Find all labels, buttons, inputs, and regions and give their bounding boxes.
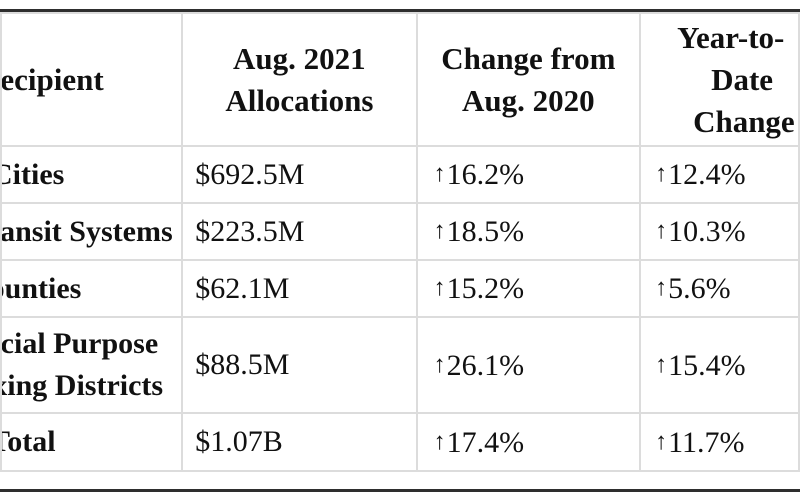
recipient-label-line-2: Taxing Districts	[3, 369, 164, 402]
up-arrow-icon: ↑	[433, 275, 446, 301]
header-ytd-line-2: Date	[711, 61, 774, 97]
recipient-cell: Counties	[0, 259, 184, 318]
ytd-value: 10.3%	[668, 215, 746, 248]
ytd-cell: ↑10.3%	[639, 202, 800, 261]
ytd-cell: ↑12.4%	[639, 145, 800, 204]
header-aug-2021: Aug. 2021 Allocations	[181, 12, 418, 147]
allocations-table: Recipient Aug. 2021 Allocations Change f…	[0, 12, 800, 472]
recipient-cell: Total	[0, 412, 184, 472]
ytd-cell: ↑11.7%	[639, 412, 800, 472]
change-value: 16.2%	[446, 158, 525, 191]
recipient-cell: Special Purpose Taxing Districts	[0, 316, 184, 414]
change-cell: ↑15.2%	[415, 259, 642, 318]
up-arrow-icon: ↑	[655, 351, 668, 378]
ytd-value: 11.7%	[668, 425, 745, 459]
allocation-cell: $88.5M	[181, 316, 418, 414]
header-ytd-line-1: Year-to-	[677, 19, 785, 55]
allocation-cell: $1.07B	[181, 412, 418, 472]
table-frame	[0, 9, 800, 492]
header-recipient: Recipient	[0, 12, 184, 147]
recipient-cell: Cities	[0, 145, 184, 204]
change-cell: ↑17.4%	[415, 412, 642, 472]
allocation-cell: $692.5M	[181, 145, 418, 204]
header-aug-2021-line-1: Aug. 2021	[233, 40, 366, 76]
change-value: 15.2%	[446, 272, 525, 305]
header-change-line-1: Change from	[441, 40, 616, 76]
up-arrow-icon: ↑	[433, 428, 446, 455]
header-ytd-line-3: Change	[693, 103, 795, 139]
recipient-label: Cities	[3, 157, 65, 191]
ytd-value: 5.6%	[668, 272, 731, 305]
table-row: Special Purpose Taxing Districts $88.5M …	[0, 316, 800, 414]
table-row: Cities $692.5M ↑16.2% ↑12.4%	[0, 145, 800, 204]
change-value: 17.4%	[446, 425, 525, 459]
recipient-label: Transit Systems	[1, 214, 173, 248]
up-arrow-icon: ↑	[655, 275, 668, 301]
up-arrow-icon: ↑	[655, 161, 668, 187]
allocation-cell: $62.1M	[181, 259, 418, 318]
change-value: 18.5%	[446, 215, 525, 248]
recipient-cell: Transit Systems	[0, 202, 184, 261]
ytd-value: 15.4%	[668, 348, 746, 382]
header-ytd: Year-to- Date Change	[639, 12, 800, 147]
ytd-cell: ↑15.4%	[639, 316, 800, 414]
up-arrow-icon: ↑	[655, 428, 668, 455]
up-arrow-icon: ↑	[433, 161, 446, 187]
recipient-label: Total	[3, 425, 56, 458]
header-row: Recipient Aug. 2021 Allocations Change f…	[0, 12, 800, 147]
table-row: Transit Systems $223.5M ↑18.5% ↑10.3%	[0, 202, 800, 261]
table-row: Counties $62.1M ↑15.2% ↑5.6%	[0, 259, 800, 318]
header-change: Change from Aug. 2020	[415, 12, 642, 147]
ytd-cell: ↑5.6%	[639, 259, 800, 318]
up-arrow-icon: ↑	[433, 218, 446, 244]
header-change-line-2: Aug. 2020	[461, 82, 595, 118]
change-cell: ↑16.2%	[415, 145, 642, 204]
header-aug-2021-line-2: Allocations	[225, 82, 374, 118]
ytd-value: 12.4%	[668, 158, 746, 191]
allocation-cell: $223.5M	[181, 202, 418, 261]
change-cell: ↑26.1%	[415, 316, 642, 414]
up-arrow-icon: ↑	[433, 351, 446, 378]
change-cell: ↑18.5%	[415, 202, 642, 261]
up-arrow-icon: ↑	[655, 218, 668, 244]
recipient-label: Counties	[3, 271, 82, 305]
table-row: Total $1.07B ↑17.4% ↑11.7%	[0, 412, 800, 472]
recipient-label-line-1: Special Purpose	[1, 327, 159, 360]
change-value: 26.1%	[446, 348, 525, 382]
header-recipient-label: Recipient	[1, 61, 104, 97]
